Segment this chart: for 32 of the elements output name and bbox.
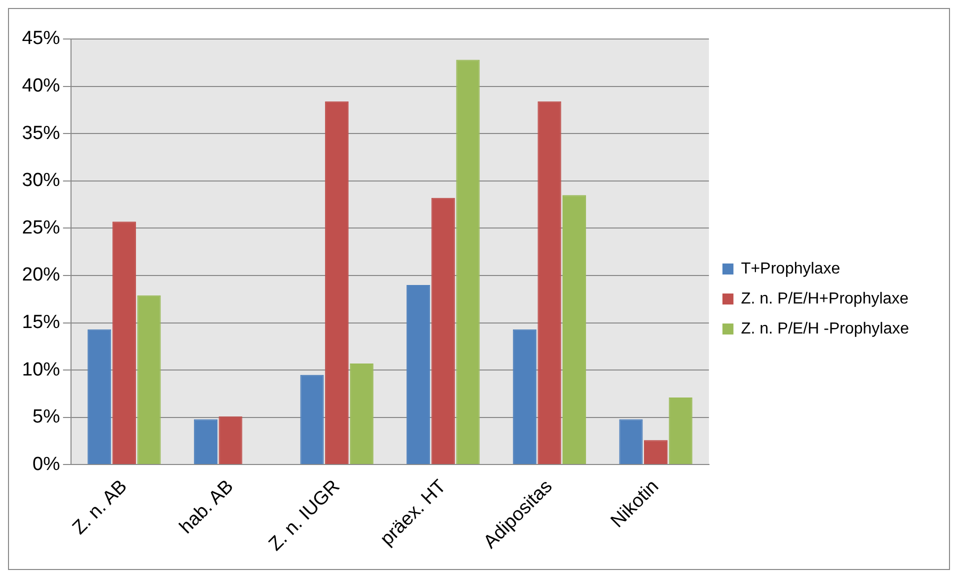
bar [562, 195, 586, 464]
bar [325, 101, 349, 464]
bar [88, 329, 112, 464]
bar [137, 295, 161, 464]
y-tick-label: 45% [22, 28, 60, 50]
legend-label: Z. n. P/E/H+Prophylaxe [740, 290, 909, 308]
bar [619, 419, 643, 464]
y-tick-label: 25% [22, 217, 60, 238]
bar [668, 398, 692, 464]
legend-label: T+Prophylaxe [740, 260, 840, 278]
bar [538, 101, 562, 464]
bar [218, 416, 242, 464]
y-tick-label: 5% [32, 406, 60, 428]
bar [431, 198, 455, 464]
bar [644, 440, 668, 464]
bar [456, 60, 480, 464]
y-tick-label: 30% [22, 170, 60, 192]
x-tick-label: hab. AB [176, 476, 238, 538]
y-tick-label: 40% [22, 76, 60, 97]
legend-label: Z. n. P/E/H -Prophylaxe [740, 320, 910, 338]
bar [194, 419, 218, 464]
bar [300, 374, 324, 464]
y-tick-label: 0% [32, 454, 60, 475]
bar [406, 284, 430, 464]
bar [512, 329, 536, 464]
y-tick-label: 20% [22, 264, 60, 286]
y-tick-label: 35% [22, 122, 60, 144]
bar [350, 363, 374, 464]
y-tick-label: 15% [22, 312, 60, 334]
y-tick-label: 10% [22, 359, 60, 380]
x-tick-label: Z. n. AB [68, 476, 132, 539]
bar [112, 222, 136, 464]
